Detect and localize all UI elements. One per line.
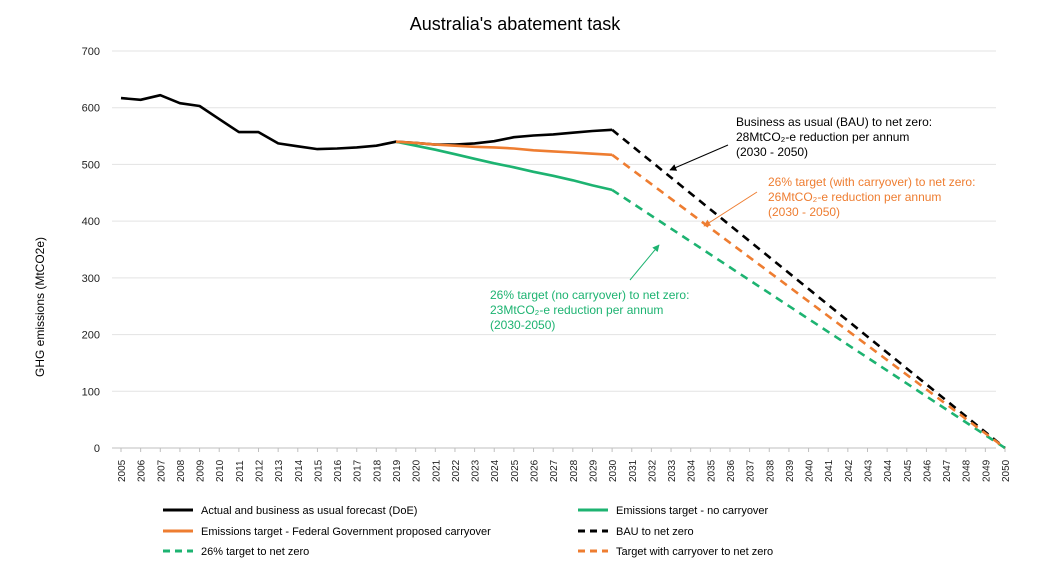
- x-tick-label: 2010: [215, 459, 226, 482]
- x-tick-label: 2012: [255, 459, 266, 482]
- x-tick-label: 2013: [274, 459, 285, 482]
- series-line-4: [611, 128, 1006, 450]
- x-tick-label: 2042: [844, 459, 855, 482]
- legend: Actual and business as usual forecast (D…: [163, 505, 773, 558]
- series-line-2: [395, 140, 613, 192]
- x-tick-label: 2039: [785, 459, 796, 482]
- y-tick-label: 500: [82, 159, 100, 171]
- x-tick-label: 2048: [962, 459, 973, 482]
- x-tick-label: 2007: [156, 459, 167, 482]
- annotation-text: Business as usual (BAU) to net zero:: [736, 115, 932, 129]
- legend-label: BAU to net zero: [616, 526, 694, 538]
- x-tick-label: 2022: [451, 459, 462, 482]
- x-tick-label: 2005: [117, 459, 128, 482]
- y-tick-label: 400: [82, 216, 100, 228]
- legend-label: Emissions target - no carryover: [616, 505, 769, 517]
- x-tick-label: 2031: [628, 459, 639, 482]
- y-tick-label: 600: [82, 103, 100, 115]
- x-tick-label: 2040: [805, 459, 816, 482]
- x-tick-label: 2009: [196, 459, 207, 482]
- x-tick-label: 2037: [746, 459, 757, 482]
- x-tick-label: 2043: [863, 459, 874, 482]
- x-tick-label: 2050: [1001, 459, 1012, 482]
- x-tick-label: 2038: [765, 459, 776, 482]
- x-tick-label: 2006: [137, 459, 148, 482]
- x-tick-label: 2047: [942, 459, 953, 482]
- x-tick-label: 2014: [294, 459, 305, 482]
- y-tick-label: 100: [82, 386, 100, 398]
- y-tick-label: 300: [82, 273, 100, 285]
- x-tick-label: 2021: [431, 459, 442, 482]
- x-tick-label: 2015: [313, 459, 324, 482]
- x-tick-label: 2023: [471, 459, 482, 482]
- x-tick-label: 2033: [667, 459, 678, 482]
- annotation-arrow: [669, 144, 729, 171]
- annotation-text: (2030-2050): [490, 318, 555, 332]
- x-tick-label: 2008: [176, 459, 187, 482]
- annotations: Business as usual (BAU) to net zero:28Mt…: [490, 115, 975, 332]
- annotation-arrow: [703, 191, 758, 227]
- x-tick-label: 2044: [883, 459, 894, 482]
- x-tick-label: 2016: [333, 459, 344, 482]
- x-tick-label: 2036: [726, 459, 737, 482]
- y-tick-label: 200: [82, 330, 100, 342]
- x-tick-label: 2019: [392, 459, 403, 482]
- series-lines: [120, 93, 1006, 450]
- x-tick-label: 2018: [372, 459, 383, 482]
- annotation-text: 23MtCO₂-e reduction per annum: [490, 303, 663, 317]
- x-tick-label: 2024: [490, 459, 501, 482]
- series-line-5: [611, 188, 1006, 450]
- y-tick-labels: 0 100 200 300 400 500 600 700: [82, 46, 100, 455]
- y-tick-label: 0: [94, 443, 100, 455]
- x-tick-label: 2034: [687, 459, 698, 482]
- legend-label: Emissions target - Federal Government pr…: [201, 526, 491, 538]
- x-tick-label: 2030: [608, 459, 619, 482]
- legend-label: Target with carryover to net zero: [616, 546, 773, 558]
- x-tick-label: 2020: [412, 459, 423, 482]
- gridlines: [112, 50, 996, 449]
- x-tick-label: 2011: [235, 460, 246, 482]
- series-line-1: [120, 93, 613, 151]
- x-tick-label: 2025: [510, 459, 521, 482]
- annotation-text: 28MtCO₂-e reduction per annum: [736, 130, 909, 144]
- annotation-text: 26MtCO₂-e reduction per annum: [768, 190, 941, 204]
- x-tick-label: 2049: [981, 459, 992, 482]
- annotation-text: 26% target (with carryover) to net zero:: [768, 175, 975, 189]
- series-line-6: [611, 153, 1006, 450]
- series-line-3: [395, 140, 613, 157]
- y-axis-label: GHG emissions (MtCO2e): [33, 237, 47, 377]
- annotation-arrow: [629, 244, 660, 281]
- annotation-text: (2030 - 2050): [768, 205, 840, 219]
- x-tick-label: 2029: [588, 459, 599, 482]
- x-tick-label: 2045: [903, 459, 914, 482]
- chart-title: Australia's abatement task: [410, 14, 622, 34]
- legend-label: Actual and business as usual forecast (D…: [201, 505, 417, 517]
- x-tick-label: 2017: [353, 459, 364, 482]
- legend-label: 26% target to net zero: [201, 546, 309, 558]
- x-tick-label: 2032: [647, 459, 658, 482]
- x-tick-label: 2027: [549, 459, 560, 482]
- annotation-text: (2030 - 2050): [736, 145, 808, 159]
- x-tick-label: 2028: [569, 459, 580, 482]
- x-tick-label: 2041: [824, 459, 835, 482]
- x-tick-labels: 2005 2006 2007 2008 2009 2010 2011 2012 2013 2014…: [117, 448, 1012, 482]
- annotation-text: 26% target (no carryover) to net zero:: [490, 288, 689, 302]
- x-tick-label: 2026: [530, 459, 541, 482]
- x-tick-label: 2035: [706, 459, 717, 482]
- y-tick-label: 700: [82, 46, 100, 58]
- x-tick-label: 2046: [922, 459, 933, 482]
